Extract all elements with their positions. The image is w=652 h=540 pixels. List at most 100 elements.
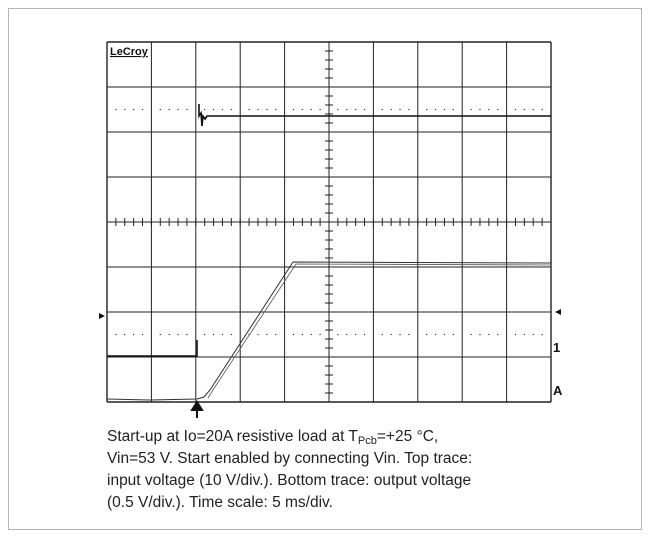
- dot: [159, 333, 161, 336]
- dot: [186, 333, 188, 336]
- dot: [221, 333, 224, 336]
- left-marker: [99, 313, 105, 319]
- caption-subscript: Pcb: [357, 435, 377, 447]
- dot: [257, 108, 259, 111]
- dot: [266, 333, 268, 336]
- right-marker: [555, 309, 561, 315]
- caption: Start-up at Io=20A resistive load at TPc…: [107, 426, 627, 514]
- dot: [443, 108, 446, 111]
- dot: [124, 108, 126, 111]
- dot: [301, 108, 303, 111]
- dot: [212, 333, 215, 336]
- dot: [363, 108, 366, 111]
- dot: [248, 333, 250, 336]
- dot: [115, 108, 117, 111]
- dot: [212, 108, 215, 111]
- dot: [399, 333, 401, 336]
- dot: [541, 333, 543, 336]
- dot: [346, 108, 348, 111]
- dot: [514, 108, 517, 111]
- trigger-marker: A: [553, 383, 563, 398]
- caption-line: Vin=53 V. Start enabled by connecting Vi…: [107, 450, 473, 467]
- dot: [337, 108, 339, 111]
- dot: [399, 108, 401, 111]
- dot: [275, 333, 277, 336]
- dot: [221, 108, 224, 111]
- dot: [301, 333, 303, 336]
- dot: [497, 333, 499, 336]
- grid: [106, 41, 552, 403]
- dot: [159, 108, 161, 111]
- caption-line: input voltage (10 V/div.). Bottom trace:…: [107, 472, 472, 489]
- dot: [541, 108, 543, 111]
- dot: [390, 333, 392, 336]
- dot: [488, 333, 490, 336]
- dot: [168, 108, 170, 111]
- dot: [230, 108, 232, 111]
- dot: [319, 333, 321, 336]
- dot: [177, 333, 179, 336]
- dot: [523, 108, 525, 111]
- dot: [319, 108, 321, 111]
- dot: [133, 108, 135, 111]
- dot: [443, 333, 446, 336]
- caption-line: (0.5 V/div.). Time scale: 5 ms/div.: [107, 494, 333, 511]
- dot: [390, 108, 392, 111]
- dot: [426, 108, 428, 111]
- channel-marker: 1: [553, 340, 560, 355]
- dot: [230, 333, 232, 336]
- caption-text: =+25 °C,: [376, 428, 439, 445]
- dot: [292, 333, 295, 336]
- dot: [292, 108, 295, 111]
- dot: [275, 108, 277, 111]
- dot: [337, 333, 339, 336]
- dot: [434, 108, 437, 111]
- dot: [204, 333, 206, 336]
- dot: [452, 108, 454, 111]
- dot: [248, 108, 250, 111]
- dot: [532, 333, 534, 336]
- dot: [470, 108, 472, 111]
- dot: [381, 108, 383, 111]
- dot: [532, 108, 534, 111]
- dot: [488, 108, 490, 111]
- brand: LeCroy: [110, 46, 149, 58]
- dot: [355, 333, 357, 336]
- dot: [363, 333, 366, 336]
- caption-line: Start-up at Io=20A resistive load at TPc…: [107, 426, 627, 448]
- dot: [115, 333, 117, 336]
- output-trace-2: [207, 263, 552, 399]
- dot: [355, 108, 357, 111]
- dot: [141, 333, 144, 336]
- dot: [523, 333, 525, 336]
- dot: [168, 333, 170, 336]
- dot: [310, 108, 312, 111]
- dot: [177, 108, 179, 111]
- dot: [514, 333, 517, 336]
- dot: [346, 333, 348, 336]
- figure-frame: [8, 8, 642, 530]
- dot: [141, 108, 144, 111]
- caption-text: Start-up at Io=20A resistive load at T: [107, 428, 358, 445]
- dot: [310, 333, 312, 336]
- dot: [257, 333, 259, 336]
- dot: [408, 333, 410, 336]
- dot: [204, 108, 206, 111]
- input-trace: [198, 104, 551, 127]
- dot: [479, 108, 481, 111]
- dot: [266, 108, 268, 111]
- dot: [133, 333, 135, 336]
- dot: [452, 333, 454, 336]
- dot: [470, 333, 472, 336]
- trigger-arrow: [190, 400, 204, 418]
- dot: [479, 333, 481, 336]
- output-trace-pre: [107, 340, 198, 357]
- dot: [408, 108, 410, 111]
- dot: [434, 333, 437, 336]
- dot: [186, 108, 188, 111]
- dot: [124, 333, 126, 336]
- dot: [497, 108, 499, 111]
- dot: [426, 333, 428, 336]
